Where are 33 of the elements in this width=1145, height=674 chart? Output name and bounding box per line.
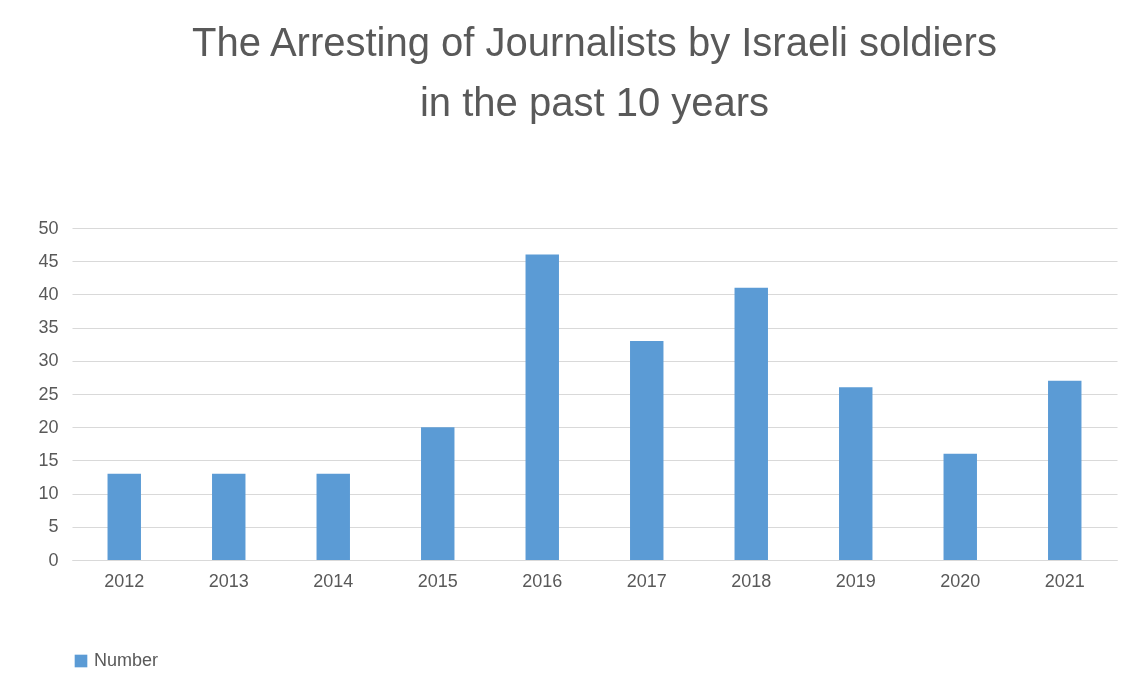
bar: [839, 387, 873, 560]
y-tick-label: 40: [38, 283, 59, 304]
x-tick-label: 2016: [522, 570, 563, 591]
y-tick-label: 45: [38, 250, 59, 271]
x-tick-label: 2017: [626, 570, 667, 591]
x-tick-label: 2021: [1044, 570, 1085, 591]
x-tick-label: 2013: [208, 570, 249, 591]
bar: [1048, 380, 1082, 560]
x-tick-label: 2018: [731, 570, 772, 591]
y-tick-label: 15: [38, 449, 59, 470]
y-tick-label: 50: [38, 217, 59, 238]
bar: [525, 254, 559, 560]
bar: [943, 453, 977, 560]
chart-title: The Arresting of Journalists by Israeli soldiers in the past 10 years: [192, 20, 997, 124]
y-tick-label: 30: [38, 350, 59, 371]
y-tick-label: 5: [48, 516, 59, 537]
y-tick-label: 20: [38, 416, 59, 437]
x-tick-label: 2020: [940, 570, 981, 591]
x-tick-label: 2014: [313, 570, 354, 591]
bar: [107, 473, 141, 560]
y-tick-label: 10: [38, 483, 59, 504]
bar: [212, 473, 246, 560]
bar: [734, 287, 768, 560]
y-tick-label: 35: [38, 317, 59, 338]
bar: [316, 473, 350, 560]
bar: [630, 340, 664, 560]
x-tick-label: 2019: [835, 570, 876, 591]
x-tick-label: 2012: [104, 570, 145, 591]
x-tick-label: 2015: [417, 570, 458, 591]
legend-label: Number: [94, 650, 159, 670]
y-tick-label: 0: [48, 549, 59, 570]
y-tick-label: 25: [38, 383, 59, 404]
bar: [421, 427, 455, 560]
